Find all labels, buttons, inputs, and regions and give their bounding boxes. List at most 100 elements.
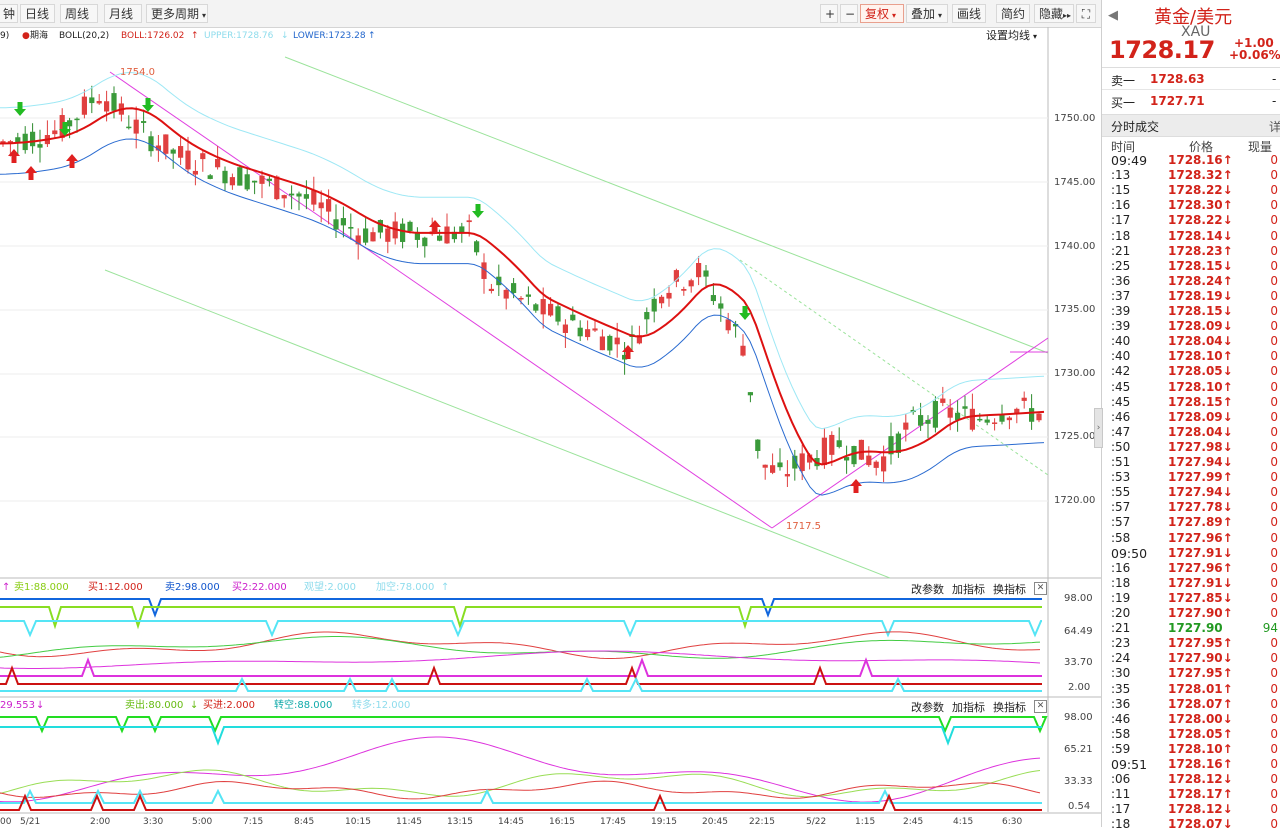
p1-add-indicator-button[interactable]: 加指标: [952, 583, 985, 596]
period-daily-button[interactable]: 日线: [20, 4, 55, 23]
tick-row: :42 1728.05↓ 0: [1102, 364, 1280, 379]
candle-body: [518, 297, 524, 300]
tick-qty: 0: [1270, 485, 1278, 500]
adjust-rights-button[interactable]: 复权 ▾: [860, 4, 904, 23]
p1-switch-indicator-button[interactable]: 换指标: [993, 583, 1026, 596]
tick-qty: 0: [1270, 379, 1278, 394]
tick-row: :18 1728.14↓ 0: [1102, 229, 1280, 244]
tick-time: :45: [1111, 394, 1131, 409]
tick-qty: 0: [1270, 787, 1278, 802]
simple-mode-button[interactable]: 简约: [996, 4, 1030, 23]
close-icon[interactable]: ✕: [1034, 582, 1047, 595]
tick-row: :23 1727.95↑ 0: [1102, 636, 1280, 651]
p1-edit-params-button[interactable]: 改参数: [911, 583, 944, 596]
candle-body: [466, 220, 472, 223]
candle-body: [607, 335, 613, 351]
candle-body: [96, 100, 102, 104]
zoom-in-button[interactable]: +: [820, 4, 838, 23]
candle-body: [318, 202, 324, 209]
kline-chart[interactable]: [0, 0, 1101, 827]
candle-body: [451, 231, 457, 240]
sidebar-toggle-handle[interactable]: ›: [1094, 408, 1103, 448]
candle-body: [829, 434, 835, 455]
tick-time: :40: [1111, 334, 1131, 349]
instrument-code: XAU: [1181, 24, 1211, 40]
tick-time: 09:51: [1111, 757, 1148, 772]
candle-body: [1036, 413, 1042, 421]
candle-body: [718, 303, 724, 309]
tick-price: 1728.04↓: [1168, 424, 1233, 439]
tick-row: :45 1728.15↑ 0: [1102, 395, 1280, 410]
candle-body: [1021, 397, 1027, 401]
p2-switch-indicator-button[interactable]: 换指标: [993, 701, 1026, 714]
tick-price: 1728.09↓: [1168, 409, 1233, 424]
candle-body: [562, 324, 568, 333]
low-annotation: 1717.5: [786, 521, 821, 532]
candle-body: [636, 335, 642, 344]
tick-more-button[interactable]: 详: [1269, 120, 1280, 134]
hide-label: 隐藏: [1039, 7, 1064, 21]
instrument-name: 黄金/美元: [1154, 7, 1233, 28]
overlay-button[interactable]: 叠加 ▾: [906, 4, 948, 23]
channel-line: [284, 56, 1049, 354]
time-tick: 20:45: [702, 817, 728, 827]
tick-qty: 0: [1270, 243, 1278, 258]
fullscreen-icon[interactable]: ⛶: [1076, 4, 1096, 23]
candle-body: [659, 296, 665, 304]
tick-row: :40 1728.10↑ 0: [1102, 349, 1280, 364]
candle-body: [888, 436, 894, 455]
period-minute-button[interactable]: 钟: [0, 4, 18, 23]
more-periods-button[interactable]: 更多周期 ▾: [146, 4, 208, 23]
tick-price: 1728.22↓: [1168, 213, 1233, 228]
tick-qty: 0: [1270, 741, 1278, 756]
candle-body: [185, 150, 191, 170]
candle-body: [229, 177, 235, 186]
p2-short: 转空:88.000: [274, 700, 333, 711]
tick-price: 1728.04↓: [1168, 334, 1233, 349]
candle-body: [422, 237, 428, 247]
tick-price: 1727.94↓: [1168, 485, 1233, 500]
candle-body: [992, 422, 998, 424]
tick-qty: 0: [1270, 696, 1278, 711]
draw-line-button[interactable]: 画线: [952, 4, 986, 23]
collapse-left-icon[interactable]: ◀: [1108, 8, 1118, 23]
tick-price: 1728.12↓: [1168, 802, 1233, 817]
candle-body: [370, 232, 376, 242]
p2-add-indicator-button[interactable]: 加指标: [952, 701, 985, 714]
sell-signal-arrow-icon: [739, 306, 751, 320]
p1-buy2-line: [0, 657, 1042, 677]
candle-body: [903, 422, 909, 430]
p1-extra2: 加空:78.000: [376, 582, 435, 593]
tick-time: :36: [1111, 273, 1131, 288]
candle-body: [688, 280, 694, 287]
arrow-down-icon: ↓: [281, 31, 289, 41]
tick-time: 09:50: [1111, 545, 1148, 561]
buy-signal-arrow-icon: [850, 479, 862, 493]
legend-boll: BOLL:1726.02: [121, 31, 185, 41]
period-monthly-button[interactable]: 月线: [104, 4, 142, 23]
tick-price: 1727.95↑: [1168, 666, 1233, 681]
candle-body: [762, 464, 768, 468]
tick-price: 1728.22↓: [1168, 183, 1233, 198]
tick-time: :39: [1111, 319, 1131, 334]
tick-time: :30: [1111, 666, 1131, 681]
hide-button[interactable]: 隐藏▸▸: [1034, 4, 1074, 23]
p2-value: 29.553: [0, 700, 35, 711]
close-icon[interactable]: ✕: [1034, 700, 1047, 713]
zoom-out-button[interactable]: −: [840, 4, 858, 23]
tick-qty: 94: [1262, 621, 1278, 636]
p1-sell2-line: [0, 598, 1042, 618]
candle-body: [155, 145, 161, 151]
ma-settings-button[interactable]: 设置均线 ▾: [986, 28, 1037, 45]
period-weekly-button[interactable]: 周线: [60, 4, 98, 23]
boll-upper-line: [0, 72, 1045, 430]
tick-time: :36: [1111, 696, 1131, 711]
legend-prefix: 9): [0, 31, 10, 41]
p2-in-line: [0, 793, 1042, 811]
tick-price: 1728.16↑: [1168, 153, 1233, 167]
tick-qty: 0: [1270, 364, 1278, 379]
p1-sell2: 卖2:98.000: [165, 582, 220, 593]
p2-edit-params-button[interactable]: 改参数: [911, 701, 944, 714]
p1-extra1: 观望:2.000: [304, 582, 356, 593]
tick-price: 1728.24↑: [1168, 273, 1233, 288]
